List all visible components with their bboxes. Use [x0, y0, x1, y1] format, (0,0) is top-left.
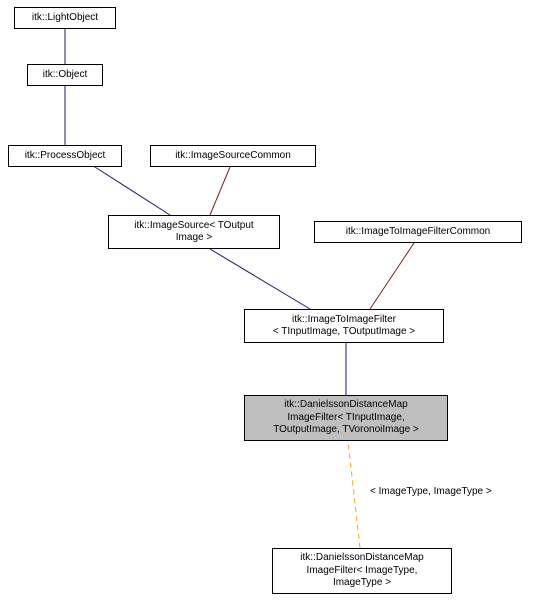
node-danielsson1[interactable]: itk::DanielssonDistanceMapImageFilter< T…: [244, 395, 448, 441]
node-danielsson2[interactable]: itk::DanielssonDistanceMapImageFilter< I…: [272, 548, 452, 594]
node-imgtoimg-line1: < TInputImage, TOutputImage >: [273, 326, 415, 339]
node-danielsson2-line1: ImageFilter< ImageType,: [307, 565, 418, 578]
node-processobj[interactable]: itk::ProcessObject: [8, 145, 122, 167]
node-danielsson1-line2: TOutputImage, TVoronoiImage >: [273, 424, 419, 437]
node-imgtoimg-line0: itk::ImageToImageFilter: [292, 314, 396, 327]
node-imgsource[interactable]: itk::ImageSource< TOutputImage >: [108, 215, 280, 249]
node-danielsson2-line0: itk::DanielssonDistanceMap: [300, 552, 423, 565]
node-imgtoimgcommon-line0: itk::ImageToImageFilterCommon: [346, 226, 491, 239]
node-danielsson1-line1: ImageFilter< TInputImage,: [287, 412, 404, 425]
node-imgtoimgcommon[interactable]: itk::ImageToImageFilterCommon: [314, 221, 522, 243]
node-processobj-line0: itk::ProcessObject: [25, 150, 106, 163]
node-imgsrccommon[interactable]: itk::ImageSourceCommon: [150, 145, 316, 167]
node-imgsource-line0: itk::ImageSource< TOutput: [134, 220, 253, 233]
edge-imgsource-to-processobj: [95, 167, 170, 215]
node-imgsrccommon-line0: itk::ImageSourceCommon: [175, 150, 291, 163]
edge-danielsson2-to-danielsson1: [348, 441, 360, 548]
node-danielsson2-line2: ImageType >: [333, 577, 391, 590]
edge-imgtoimg-to-imgsource: [210, 249, 310, 309]
node-imgtoimg[interactable]: itk::ImageToImageFilter< TInputImage, TO…: [244, 309, 444, 343]
node-lightobject-line0: itk::LightObject: [32, 12, 98, 25]
node-lightobject[interactable]: itk::LightObject: [14, 7, 116, 29]
node-object[interactable]: itk::Object: [27, 64, 103, 86]
edge-imgsource-to-imgsrccommon: [210, 167, 230, 215]
node-object-line0: itk::Object: [43, 69, 87, 82]
node-imgsource-line1: Image >: [176, 232, 212, 245]
edge-label-tplparam: < ImageType, ImageType >: [370, 486, 492, 497]
node-danielsson1-line0: itk::DanielssonDistanceMap: [284, 399, 407, 412]
edge-imgtoimg-to-imgtoimgcommon: [370, 243, 414, 309]
